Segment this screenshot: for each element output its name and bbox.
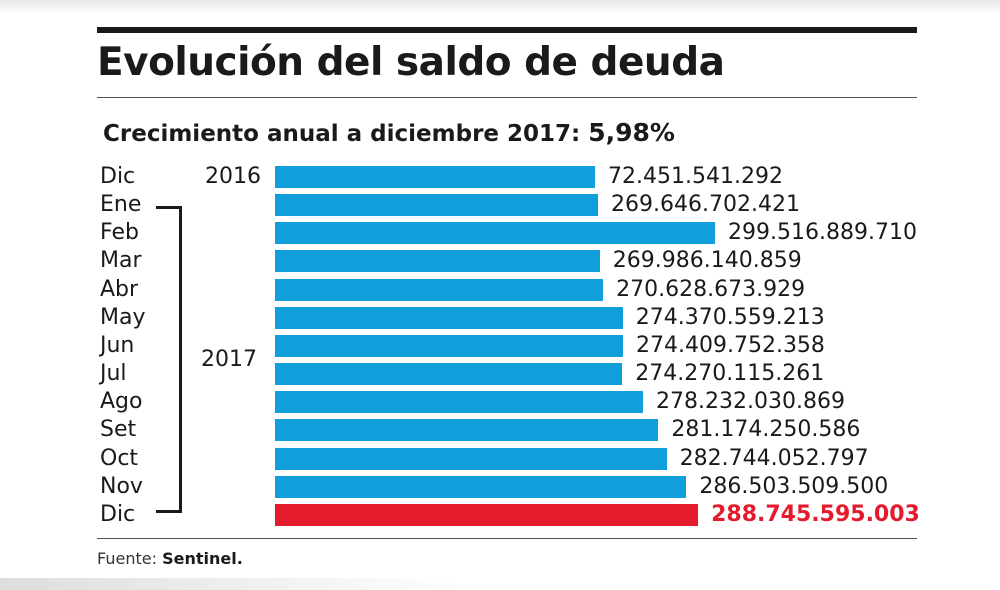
value-label: 281.174.250.586 [671, 417, 861, 443]
category-label: Ago [100, 389, 143, 415]
bar [275, 363, 623, 386]
chart-title: Evolución del saldo de deuda [97, 40, 725, 85]
value-label: 269.986.140.859 [612, 248, 802, 274]
category-label: Jul [100, 361, 127, 387]
top-shadow [0, 0, 1000, 14]
bar [275, 166, 595, 188]
source-label: Fuente: [97, 549, 157, 568]
title-divider [97, 97, 917, 98]
category-label: Feb [100, 220, 139, 246]
bar [275, 250, 600, 273]
subtitle-text: Crecimiento anual a diciembre 2017: [103, 121, 581, 147]
category-label: Ene [100, 192, 142, 218]
category-label: Dic [100, 501, 136, 527]
bar [275, 475, 687, 498]
category-label: Mar [100, 248, 142, 274]
bar [275, 419, 659, 442]
bracket-vertical [179, 206, 182, 513]
value-label: 274.409.752.358 [635, 332, 825, 358]
bar [275, 222, 715, 245]
category-label: Jun [100, 332, 135, 358]
bar [275, 391, 644, 414]
bar [275, 447, 667, 470]
value-label: 299.516.889.710 [728, 220, 917, 246]
value-label: 270.628.673.929 [616, 276, 806, 302]
bottom-shadow [0, 578, 460, 590]
bar [275, 306, 623, 329]
category-label: Oct [100, 445, 139, 471]
bar [275, 278, 604, 301]
value-label: 269.646.702.421 [611, 192, 800, 218]
value-label: 278.232.030.869 [656, 389, 845, 415]
bar [275, 334, 623, 357]
value-label: 288.745.595.003 [711, 501, 920, 527]
bracket-bottom [156, 510, 182, 513]
value-label: 72.451.541.292 [608, 164, 783, 189]
category-label: Dic [100, 164, 136, 189]
value-label: 274.270.115.261 [635, 361, 825, 387]
bottom-rule [97, 538, 917, 539]
source-name: Sentinel. [162, 549, 243, 568]
growth-rate: 5,98% [588, 118, 675, 147]
source-note: Fuente: Sentinel. [97, 549, 243, 568]
chart-subtitle: Crecimiento anual a diciembre 2017: 5,98… [103, 118, 675, 147]
category-label: Set [100, 417, 137, 443]
category-label: Abr [100, 276, 139, 302]
bar-highlight [275, 503, 699, 526]
year-label: 2016 [205, 164, 261, 189]
top-rule [97, 27, 917, 33]
bar [275, 194, 599, 217]
category-label: Nov [100, 473, 143, 499]
category-label: May [100, 304, 146, 330]
value-label: 274.370.559.213 [635, 304, 825, 330]
year-label: 2017 [201, 346, 257, 372]
value-label: 282.744.052.797 [679, 445, 869, 471]
value-label: 286.503.509.500 [699, 473, 889, 499]
bracket-top [156, 206, 182, 209]
